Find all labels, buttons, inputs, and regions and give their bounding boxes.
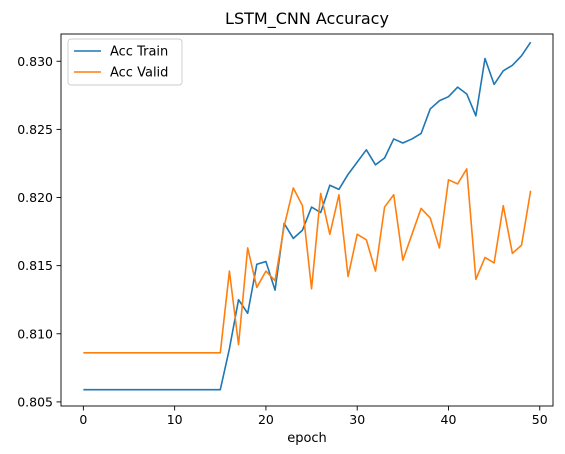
y-tick-label: 0.820 bbox=[17, 190, 53, 205]
chart-title: LSTM_CNN Accuracy bbox=[225, 9, 389, 29]
legend: Acc Train Acc Valid bbox=[67, 38, 183, 86]
x-tick-label: 40 bbox=[441, 412, 457, 427]
y-tick-label: 0.815 bbox=[17, 258, 53, 273]
y-tick-label: 0.810 bbox=[17, 326, 53, 341]
x-tick-label: 30 bbox=[349, 412, 365, 427]
series-line-2 bbox=[83, 168, 532, 354]
x-axis-label: epoch bbox=[287, 431, 327, 446]
x-tick-label: 20 bbox=[258, 412, 274, 427]
legend-label-2: Acc Valid bbox=[110, 66, 168, 81]
y-axis: 0.805 0.810 0.815 0.820 0.825 0.830 bbox=[17, 54, 61, 409]
y-tick-label: 0.805 bbox=[17, 394, 53, 409]
y-tick-label: 0.825 bbox=[17, 122, 53, 137]
x-axis: 0 10 20 30 40 50 bbox=[79, 406, 548, 427]
y-tick-label: 0.830 bbox=[17, 54, 53, 69]
legend-label-1: Acc Train bbox=[110, 45, 168, 60]
series-line-1 bbox=[83, 41, 532, 391]
plot-frame bbox=[60, 33, 554, 407]
x-tick-label: 0 bbox=[79, 412, 87, 427]
x-tick-label: 10 bbox=[167, 412, 183, 427]
plot-area bbox=[83, 41, 532, 391]
x-tick-label: 50 bbox=[532, 412, 548, 427]
